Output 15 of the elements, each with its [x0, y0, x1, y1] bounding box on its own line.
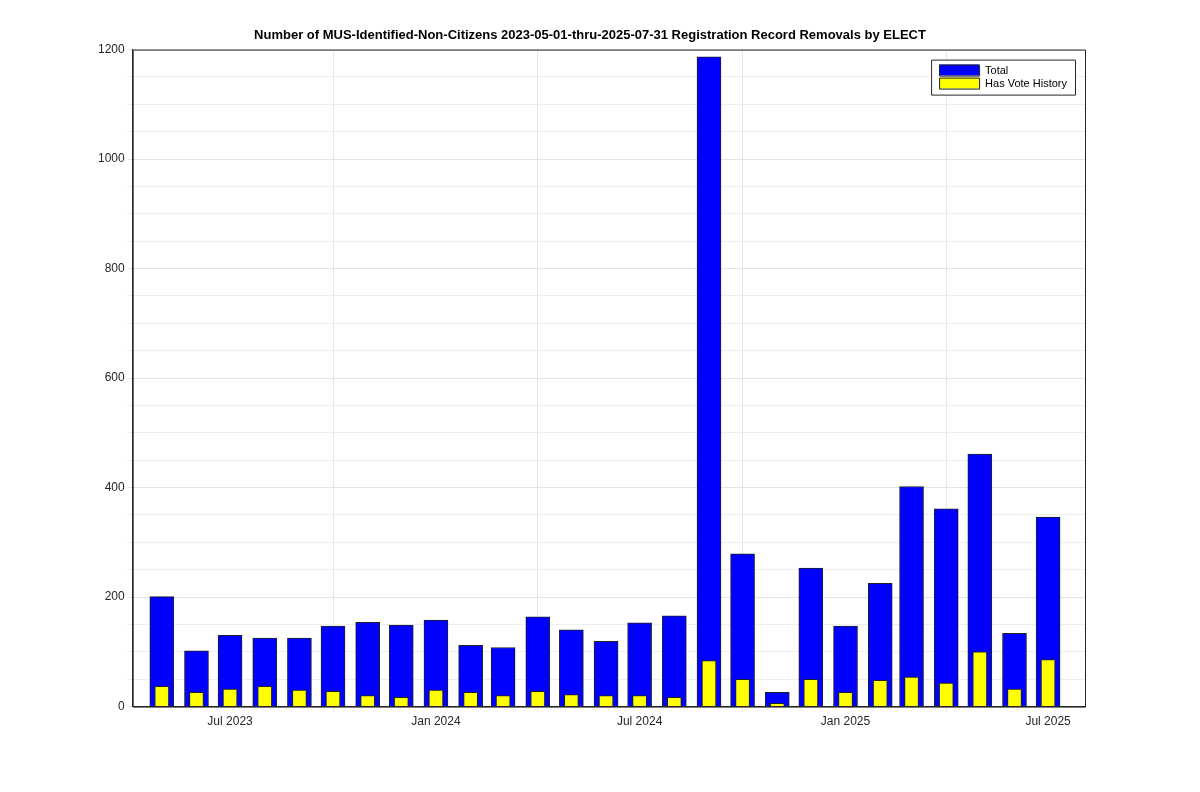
y-tick-label: 400: [104, 479, 126, 494]
x-tick-label: Jul 2025: [1025, 714, 1072, 729]
x-tick-label: Jan 2025: [820, 714, 871, 729]
y-tick-label: 0: [118, 698, 126, 713]
y-tick-label: 1000: [97, 151, 126, 166]
x-tick-label: Jul 2024: [616, 714, 663, 729]
y-tick-label: 1200: [97, 41, 126, 56]
legend-label: Total: [985, 63, 1009, 76]
y-tick-label: 600: [104, 370, 126, 385]
legend-label: Has Vote History: [985, 76, 1068, 89]
y-tick-label: 200: [104, 589, 126, 604]
chart-title: Number of MUS-Identified-Non-Citizens 2023-05-01-thru-2025-07-31 Registration Record Removals by ELECT: [254, 27, 926, 43]
x-tick-label: Jan 2024: [411, 714, 461, 729]
y-tick-label: 800: [104, 260, 126, 275]
x-tick-label: Jul 2023: [207, 714, 254, 729]
